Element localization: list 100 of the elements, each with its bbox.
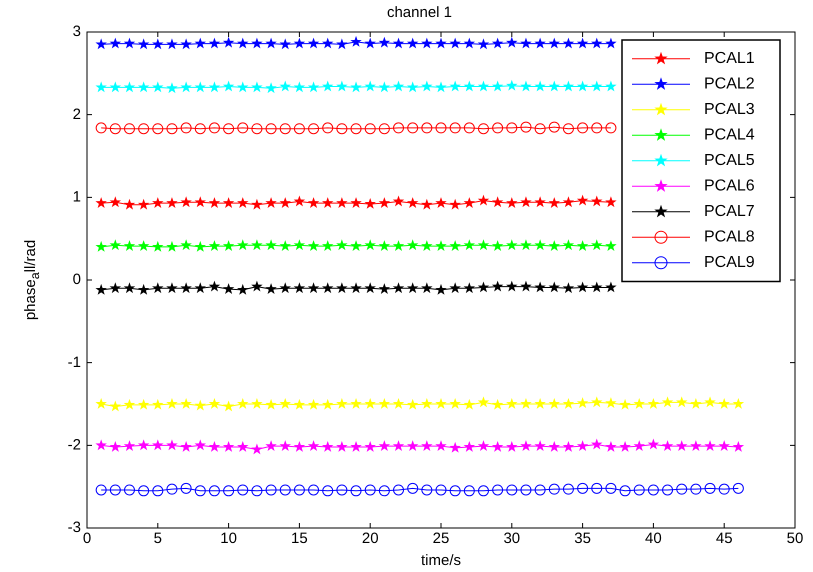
point bbox=[492, 398, 504, 410]
point bbox=[406, 197, 418, 208]
point bbox=[421, 38, 433, 48]
point bbox=[194, 439, 206, 450]
point bbox=[492, 38, 504, 48]
point bbox=[95, 38, 107, 50]
point bbox=[294, 484, 305, 496]
point bbox=[576, 240, 588, 251]
point bbox=[266, 484, 277, 496]
point bbox=[152, 197, 164, 208]
point bbox=[520, 196, 532, 208]
point bbox=[124, 484, 135, 496]
point bbox=[308, 440, 320, 452]
point bbox=[280, 80, 291, 92]
point bbox=[308, 484, 320, 496]
point bbox=[280, 398, 291, 409]
point bbox=[662, 440, 674, 452]
point bbox=[393, 484, 404, 496]
point bbox=[280, 123, 291, 134]
point bbox=[350, 123, 362, 134]
point bbox=[534, 80, 546, 92]
point bbox=[124, 240, 136, 251]
y-tick-label: -2 bbox=[68, 436, 81, 454]
point bbox=[464, 440, 476, 452]
point bbox=[294, 398, 306, 410]
point bbox=[562, 484, 574, 495]
point bbox=[166, 240, 178, 252]
legend-label: PCAL6 bbox=[704, 178, 755, 195]
legend-label: PCAL8 bbox=[704, 228, 755, 246]
x-tick-label: 10 bbox=[220, 530, 237, 548]
point bbox=[619, 398, 631, 410]
point bbox=[152, 81, 164, 92]
point bbox=[591, 195, 602, 206]
point bbox=[435, 38, 447, 48]
point bbox=[265, 283, 277, 294]
point bbox=[350, 36, 362, 47]
point bbox=[322, 122, 334, 134]
point bbox=[464, 239, 476, 250]
point bbox=[208, 122, 220, 134]
point bbox=[449, 38, 461, 48]
point bbox=[718, 484, 730, 495]
point bbox=[492, 280, 504, 292]
x-tick-label: 5 bbox=[154, 530, 162, 548]
point bbox=[577, 482, 588, 494]
point bbox=[562, 282, 574, 294]
point bbox=[110, 38, 122, 48]
point bbox=[634, 484, 645, 496]
point bbox=[95, 398, 107, 409]
point bbox=[237, 239, 248, 250]
legend-label: PCAL9 bbox=[704, 254, 755, 272]
point bbox=[577, 122, 588, 134]
point bbox=[406, 239, 418, 250]
point bbox=[605, 80, 617, 92]
point bbox=[322, 282, 334, 294]
point bbox=[534, 239, 546, 250]
point bbox=[322, 38, 334, 48]
point bbox=[138, 81, 150, 92]
point bbox=[492, 440, 504, 452]
point bbox=[534, 196, 546, 208]
point bbox=[562, 196, 574, 208]
y-tick-label: 2 bbox=[72, 106, 81, 123]
point bbox=[450, 485, 461, 496]
point bbox=[378, 123, 390, 134]
point bbox=[280, 282, 291, 294]
point bbox=[364, 123, 376, 134]
point bbox=[166, 123, 178, 134]
point bbox=[180, 440, 192, 452]
point bbox=[152, 123, 164, 134]
point bbox=[506, 440, 518, 452]
point bbox=[378, 398, 390, 409]
point bbox=[406, 282, 418, 294]
point bbox=[208, 398, 220, 409]
point bbox=[435, 398, 447, 409]
point bbox=[464, 197, 476, 208]
point bbox=[110, 440, 122, 452]
point bbox=[421, 440, 433, 452]
point bbox=[421, 122, 432, 134]
y-tick-label: -3 bbox=[68, 519, 81, 536]
point bbox=[506, 239, 518, 250]
point bbox=[364, 80, 376, 92]
point bbox=[322, 398, 334, 410]
point bbox=[124, 198, 136, 210]
point bbox=[534, 38, 546, 48]
point bbox=[266, 123, 277, 134]
point bbox=[194, 400, 206, 411]
point bbox=[478, 123, 489, 134]
point bbox=[194, 81, 206, 92]
point bbox=[95, 240, 107, 252]
point bbox=[152, 439, 164, 450]
x-tick-label: 50 bbox=[786, 530, 804, 548]
point bbox=[138, 485, 150, 496]
point bbox=[421, 484, 432, 496]
point bbox=[506, 280, 518, 292]
point bbox=[478, 485, 489, 496]
point bbox=[704, 482, 716, 494]
point bbox=[676, 484, 688, 495]
point bbox=[378, 485, 390, 496]
point bbox=[251, 398, 263, 409]
point bbox=[336, 38, 348, 50]
point bbox=[208, 38, 220, 48]
